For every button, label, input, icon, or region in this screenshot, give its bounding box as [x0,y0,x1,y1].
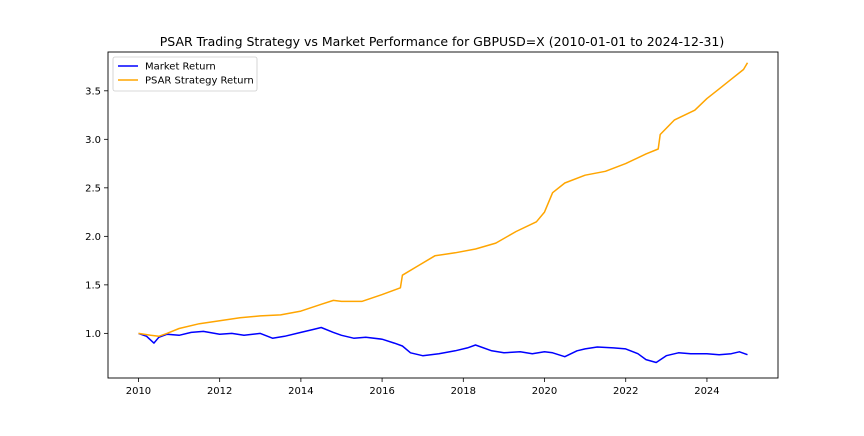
series-layer [138,62,749,364]
series-line-psar-strategy-return [138,62,749,338]
y-tick-label: 3.5 [85,86,101,97]
y-tick-label: 2.5 [85,183,101,194]
x-tick-label: 2018 [451,386,476,397]
x-axis: 2010 2012 2014 2016 2018 2020 2022 2024 [126,378,720,397]
y-axis: 1.0 1.5 2.0 2.5 3.0 3.5 [85,86,108,340]
x-tick-label: 2014 [288,386,313,397]
x-tick-label: 2016 [369,386,394,397]
legend-box [112,56,258,92]
legend: Market Return PSAR Strategy Return [112,56,258,92]
y-tick-label: 1.5 [85,280,101,291]
x-tick-label: 2012 [207,386,232,397]
legend-label-market-return: Market Return [145,62,216,73]
plot-area [107,51,779,379]
y-tick-label: 1.0 [85,329,101,340]
chart-title: PSAR Trading Strategy vs Market Performa… [160,34,725,49]
legend-label-psar-strategy-return: PSAR Strategy Return [145,76,254,87]
x-tick-label: 2022 [613,386,638,397]
x-tick-label: 2024 [694,386,719,397]
x-tick-label: 2020 [532,386,557,397]
y-tick-label: 2.0 [85,232,101,243]
series-line-market-return [138,326,748,364]
x-tick-label: 2010 [126,386,151,397]
y-tick-label: 3.0 [85,135,101,146]
